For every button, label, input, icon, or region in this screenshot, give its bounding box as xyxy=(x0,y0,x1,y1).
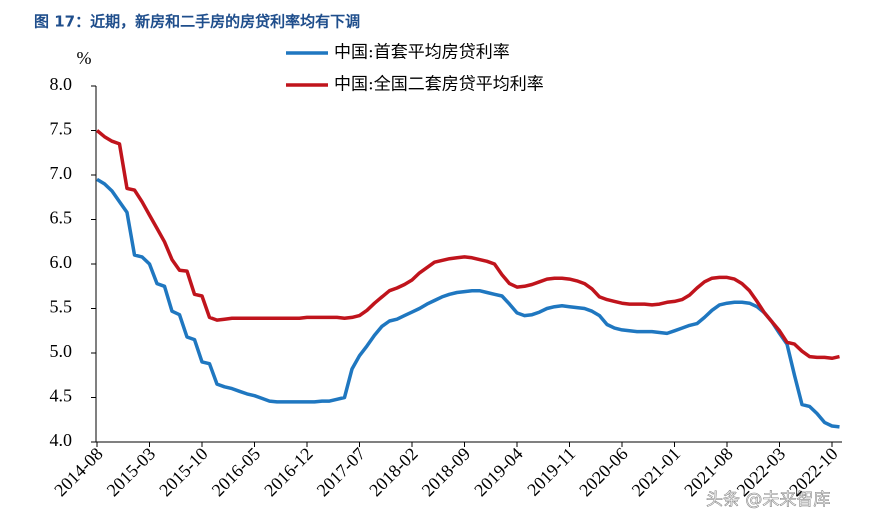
y-tick-label: 7.5 xyxy=(50,119,73,139)
x-tick-label: 2014-08 xyxy=(50,444,107,501)
x-tick-label: 2020-06 xyxy=(575,444,632,501)
y-tick-label: 6.0 xyxy=(50,252,73,272)
y-tick-label: 4.0 xyxy=(50,430,73,450)
x-tick-label: 2021-01 xyxy=(628,444,685,501)
x-tick-label: 2019-04 xyxy=(470,444,527,501)
series-line xyxy=(95,129,840,361)
y-tick-label: 8.0 xyxy=(50,74,73,94)
y-axis-label: % xyxy=(77,48,92,68)
x-tick-label: 2015-10 xyxy=(155,444,212,501)
y-tick-label: 5.0 xyxy=(50,341,73,361)
y-tick-label: 4.5 xyxy=(50,386,73,406)
x-tick-label: 2018-09 xyxy=(418,444,475,501)
x-tick-label: 2019-11 xyxy=(523,444,579,500)
legend-label: 中国:全国二套房贷平均利率 xyxy=(334,75,544,95)
series-line xyxy=(96,177,840,429)
y-tick-label: 6.5 xyxy=(50,208,73,228)
x-tick-label: 2015-03 xyxy=(103,444,160,501)
y-tick-label: 5.5 xyxy=(50,297,73,317)
x-tick-label: 2017-07 xyxy=(313,444,370,501)
watermark: 头条 @未来智库 xyxy=(706,490,830,510)
y-tick-label: 7.0 xyxy=(50,163,73,183)
x-tick-label: 2018-02 xyxy=(365,444,422,501)
x-tick-label: 2016-12 xyxy=(260,444,317,501)
x-tick-label: 2016-05 xyxy=(208,444,265,501)
legend-label: 中国:首套平均房贷利率 xyxy=(334,43,510,63)
chart-title: 图 17：近期，新房和二手房的房贷利率均有下调 xyxy=(34,13,360,31)
